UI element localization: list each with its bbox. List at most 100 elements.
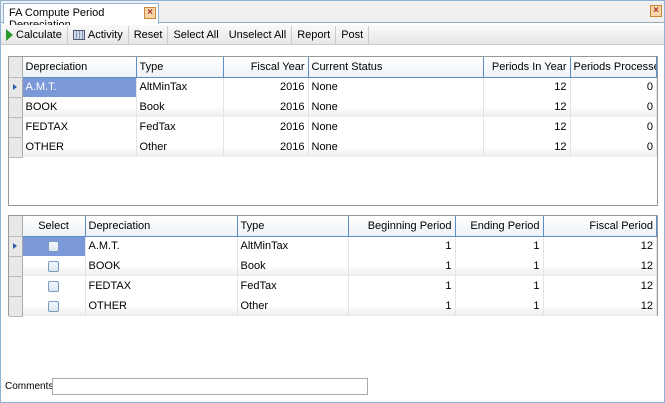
cell[interactable]: 12 [483, 117, 571, 137]
cell[interactable]: AltMinTax [136, 77, 224, 97]
cell[interactable]: 1 [455, 236, 544, 256]
comments-label: Comments [5, 381, 54, 392]
cell[interactable]: FEDTAX [22, 117, 137, 137]
select-all-button[interactable]: Select All [173, 28, 219, 41]
table-row[interactable]: BOOK Book 2016 None 12 0 [9, 97, 657, 118]
cell[interactable]: BOOK [22, 97, 137, 117]
row-header[interactable] [9, 77, 23, 98]
cell[interactable]: AltMinTax [237, 236, 349, 256]
row-header-corner [9, 57, 23, 78]
cell[interactable]: 2016 [223, 77, 309, 97]
cell[interactable]: BOOK [85, 256, 238, 276]
play-icon [6, 28, 13, 41]
select-checkbox[interactable] [48, 280, 59, 292]
cell[interactable]: 0 [570, 117, 657, 137]
select-checkbox[interactable] [48, 300, 59, 312]
table-row[interactable]: FEDTAX FedTax 1 1 12 [9, 276, 657, 297]
cell[interactable]: Other [136, 137, 224, 157]
activity-label: Activity [87, 28, 123, 41]
cell[interactable]: 2016 [223, 137, 309, 157]
cell[interactable]: 0 [570, 77, 657, 97]
select-cell [22, 236, 86, 256]
cell[interactable]: 12 [483, 77, 571, 97]
comments-input[interactable] [52, 378, 368, 395]
column-header-fiscal-year[interactable]: Fiscal Year [223, 57, 309, 78]
cell[interactable]: 1 [348, 296, 456, 316]
row-header[interactable] [9, 236, 23, 257]
column-header-depreciation[interactable]: Depreciation [85, 216, 238, 237]
cell[interactable]: FedTax [136, 117, 224, 137]
cell[interactable]: 1 [348, 256, 456, 276]
select-checkbox[interactable] [48, 260, 59, 272]
cell[interactable]: 1 [455, 276, 544, 296]
cell[interactable]: None [308, 117, 484, 137]
close-icon[interactable]: × [144, 7, 156, 19]
activity-button[interactable]: Activity [68, 25, 129, 44]
column-header-current-status[interactable]: Current Status [308, 57, 484, 78]
cell[interactable]: 2016 [223, 97, 309, 117]
cell[interactable]: 1 [455, 256, 544, 276]
cell[interactable]: 12 [543, 256, 657, 276]
table-row[interactable]: BOOK Book 1 1 12 [9, 256, 657, 277]
cell[interactable]: FEDTAX [85, 276, 238, 296]
row-header[interactable] [9, 296, 23, 317]
column-header-beginning-period[interactable]: Beginning Period [348, 216, 456, 237]
unselect-all-button[interactable]: Unselect All [224, 25, 293, 44]
cell[interactable]: 0 [570, 137, 657, 157]
cell[interactable]: A.M.T. [22, 77, 137, 97]
calculate-label: Calculate [16, 28, 62, 41]
cell[interactable]: None [308, 137, 484, 157]
table-row[interactable]: OTHER Other 2016 None 12 0 [9, 137, 657, 158]
cell[interactable]: 1 [455, 296, 544, 316]
column-header-periods-in-year[interactable]: Periods In Year [483, 57, 571, 78]
cell[interactable]: OTHER [85, 296, 238, 316]
row-header[interactable] [9, 97, 23, 118]
cell[interactable]: 0 [570, 97, 657, 117]
period-selection-grid: Select Depreciation Type Beginning Perio… [8, 215, 658, 317]
column-header-type[interactable]: Type [136, 57, 224, 78]
tab-strip: FA Compute Period Depreciation × × [1, 1, 664, 31]
cell[interactable]: 12 [483, 97, 571, 117]
column-header-periods-processed[interactable]: Periods Processed [570, 57, 657, 78]
cell[interactable]: 12 [543, 236, 657, 256]
cell[interactable]: FedTax [237, 276, 349, 296]
column-header-type[interactable]: Type [237, 216, 349, 237]
row-header[interactable] [9, 137, 23, 158]
select-checkbox[interactable] [48, 240, 59, 252]
calculate-button[interactable]: Calculate [1, 25, 68, 44]
column-header-select[interactable]: Select [22, 216, 86, 237]
cell[interactable]: Other [237, 296, 349, 316]
cell[interactable]: 12 [543, 296, 657, 316]
post-button[interactable]: Post [336, 25, 370, 44]
depreciation-books-grid: Depreciation Type Fiscal Year Current St… [8, 56, 658, 206]
row-header[interactable] [9, 117, 23, 138]
table-row[interactable]: A.M.T. AltMinTax 1 1 12 [9, 236, 657, 257]
column-header-depreciation[interactable]: Depreciation [22, 57, 137, 78]
cell[interactable]: A.M.T. [85, 236, 238, 256]
table-row[interactable]: OTHER Other 1 1 12 [9, 296, 657, 317]
header-row: Select Depreciation Type Beginning Perio… [9, 216, 657, 237]
table-row[interactable]: FEDTAX FedTax 2016 None 12 0 [9, 117, 657, 138]
toolbar: Calculate Activity Reset Select All Unse… [1, 25, 664, 45]
select-cell [22, 256, 86, 276]
row-header[interactable] [9, 276, 23, 297]
cell[interactable]: 2016 [223, 117, 309, 137]
cell[interactable]: 12 [483, 137, 571, 157]
cell[interactable]: 1 [348, 276, 456, 296]
column-header-fiscal-period[interactable]: Fiscal Period [543, 216, 657, 237]
close-all-icon[interactable]: × [650, 5, 662, 17]
cell[interactable]: None [308, 77, 484, 97]
cell[interactable]: None [308, 97, 484, 117]
table-row[interactable]: A.M.T. AltMinTax 2016 None 12 0 [9, 77, 657, 98]
reset-button[interactable]: Reset [129, 25, 169, 44]
header-row: Depreciation Type Fiscal Year Current St… [9, 57, 657, 78]
cell[interactable]: 12 [543, 276, 657, 296]
row-header[interactable] [9, 256, 23, 277]
tab-fa-compute-period-depreciation[interactable]: FA Compute Period Depreciation × [3, 3, 159, 31]
cell[interactable]: 1 [348, 236, 456, 256]
cell[interactable]: Book [136, 97, 224, 117]
report-button[interactable]: Report [292, 25, 337, 44]
cell[interactable]: OTHER [22, 137, 137, 157]
column-header-ending-period[interactable]: Ending Period [455, 216, 544, 237]
cell[interactable]: Book [237, 256, 349, 276]
